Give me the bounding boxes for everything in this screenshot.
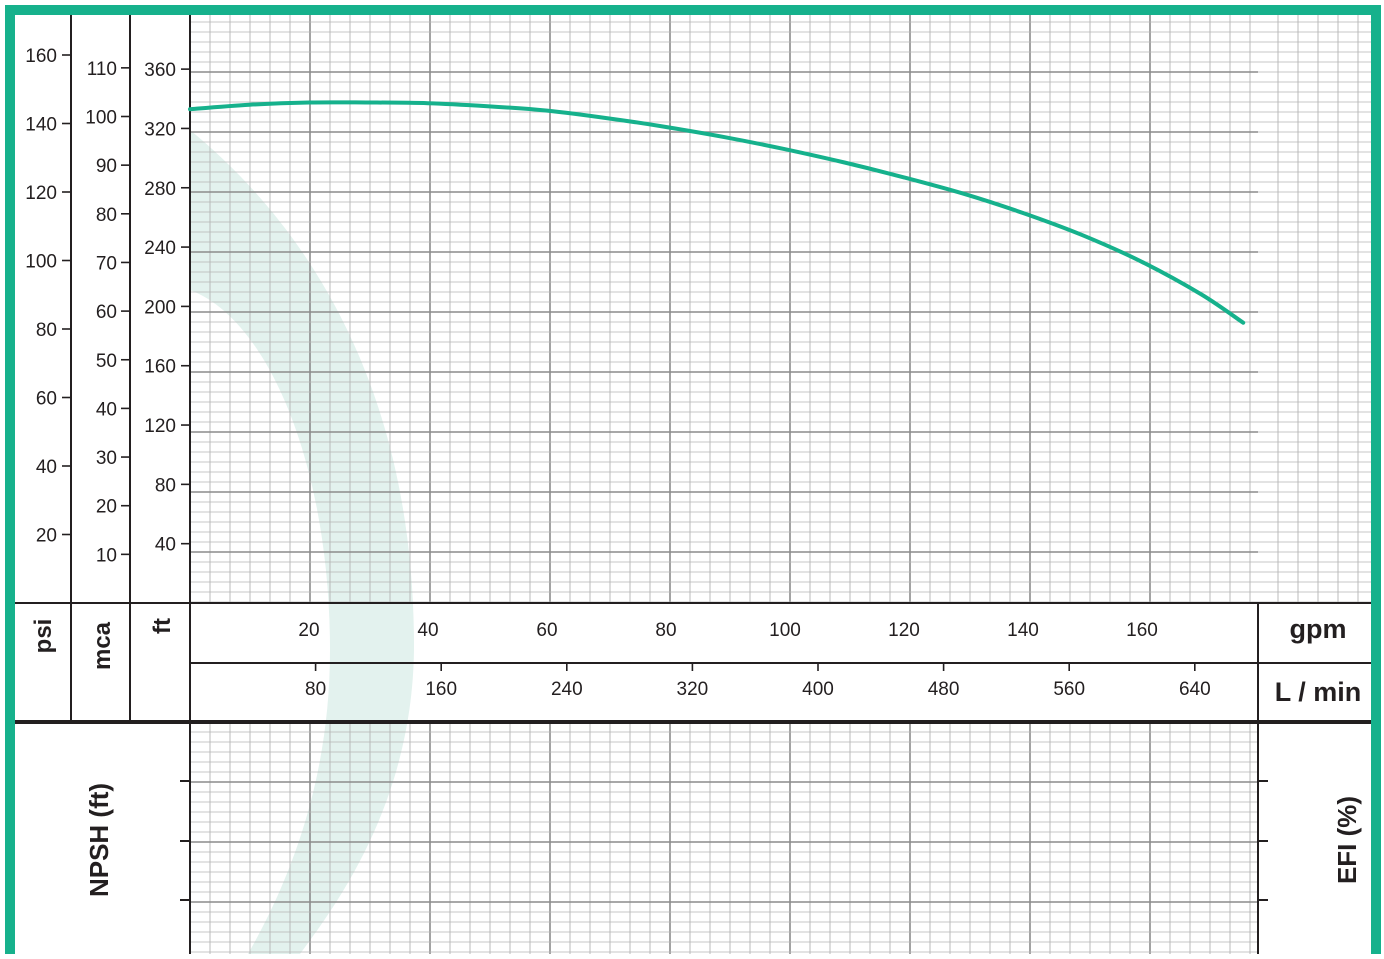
mca-tick-label: 60 bbox=[96, 302, 117, 323]
lmin-tick-label: 480 bbox=[928, 679, 960, 700]
ft-tick-label: 240 bbox=[144, 238, 176, 259]
lmin-tick-label: 640 bbox=[1179, 679, 1211, 700]
mca-tick-label: 30 bbox=[96, 448, 117, 469]
ft-tick-label: 200 bbox=[144, 297, 176, 318]
mca-tick-label: 90 bbox=[96, 156, 117, 177]
npsh-axis-label: NPSH (ft) bbox=[84, 783, 114, 897]
mca-tick-label: 20 bbox=[96, 497, 117, 518]
head-curve-line bbox=[188, 100, 1246, 325]
psi-tick-label: 100 bbox=[25, 252, 57, 273]
gpm-tick-label: 40 bbox=[417, 620, 438, 641]
ft-tick-label: 80 bbox=[155, 475, 176, 496]
gpm-tick-label: 20 bbox=[298, 620, 319, 641]
lmin-tick-label: 320 bbox=[677, 679, 709, 700]
ft-tick-label: 360 bbox=[144, 60, 176, 81]
mca-tick-label: 10 bbox=[96, 545, 117, 566]
lmin-tick-label: 240 bbox=[551, 679, 583, 700]
psi-axis-label: psi bbox=[30, 619, 57, 654]
gpm-tick-label: 100 bbox=[769, 620, 801, 641]
gpm-tick-label: 140 bbox=[1007, 620, 1039, 641]
lmin-axis-label: L / min bbox=[1275, 677, 1362, 707]
mca-tick-label: 70 bbox=[96, 253, 117, 274]
tick-labels: 20 40 60 80 100 120 140 160 10 20 30 40 50 60 70 80 90 10… bbox=[25, 46, 1210, 700]
mca-tick-label: 40 bbox=[96, 399, 117, 420]
mca-tick-label: 80 bbox=[96, 205, 117, 226]
psi-tick-label: 20 bbox=[36, 526, 57, 547]
lmin-tick-label: 560 bbox=[1053, 679, 1085, 700]
ft-axis-label: ft bbox=[149, 618, 176, 634]
mca-tick-label: 100 bbox=[85, 108, 117, 129]
series-layer bbox=[188, 100, 1246, 325]
ft-tick-label: 280 bbox=[144, 179, 176, 200]
mca-tick-label: 110 bbox=[87, 59, 117, 80]
gpm-tick-label: 80 bbox=[655, 620, 676, 641]
ft-tick-label: 40 bbox=[155, 535, 176, 556]
gpm-tick-label: 120 bbox=[888, 620, 920, 641]
chart-axes bbox=[5, 5, 1381, 959]
lmin-tick-label: 80 bbox=[305, 679, 326, 700]
operating-band bbox=[190, 130, 415, 954]
gpm-tick-label: 160 bbox=[1126, 620, 1158, 641]
mca-axis-label: mca bbox=[89, 621, 116, 670]
psi-tick-label: 140 bbox=[25, 115, 57, 136]
gpm-tick-label: 60 bbox=[536, 620, 557, 641]
operating-band-shape bbox=[190, 130, 415, 954]
psi-tick-label: 60 bbox=[36, 389, 57, 410]
mca-tick-label: 50 bbox=[96, 351, 117, 372]
ft-tick-label: 320 bbox=[144, 119, 176, 140]
chart-grid bbox=[190, 12, 1374, 954]
ft-tick-label: 120 bbox=[144, 416, 176, 437]
efi-axis-label: EFI (%) bbox=[1332, 796, 1362, 884]
lmin-tick-label: 400 bbox=[802, 679, 834, 700]
ft-tick-label: 160 bbox=[144, 357, 176, 378]
outer-frame bbox=[5, 5, 1381, 959]
psi-tick-label: 120 bbox=[25, 183, 57, 204]
psi-tick-label: 40 bbox=[36, 457, 57, 478]
gpm-axis-label: gpm bbox=[1290, 614, 1347, 644]
lmin-tick-label: 160 bbox=[425, 679, 457, 700]
psi-tick-label: 80 bbox=[36, 320, 57, 341]
psi-tick-label: 160 bbox=[25, 46, 57, 67]
